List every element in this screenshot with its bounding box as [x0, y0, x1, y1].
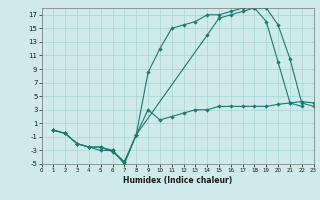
X-axis label: Humidex (Indice chaleur): Humidex (Indice chaleur)	[123, 176, 232, 185]
